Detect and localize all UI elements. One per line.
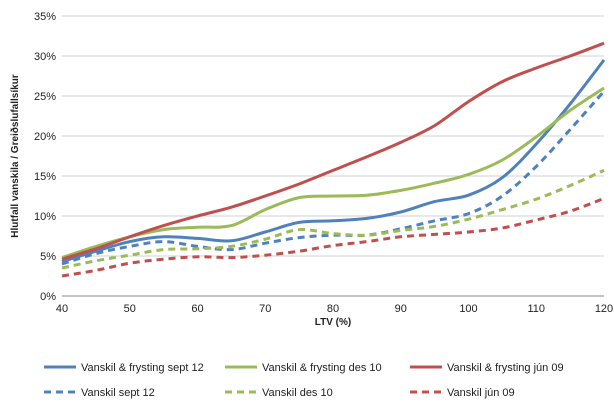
legend-label: Vanskil jún 09 [447,387,515,399]
x-tick-label: 60 [191,303,203,315]
series-line-vanskil-j-n-09 [61,196,605,278]
y-tick-labels: 0% 5% 10% 15% 20% 25% 30% 35% [34,11,56,303]
y-tick-label: 0% [40,291,56,303]
y-tick-label: 10% [34,211,56,223]
x-axis-title: LTV (%) [315,317,351,328]
series-line-vanskil-frysting-sept-12 [61,59,606,264]
x-tick-label: 50 [124,303,136,315]
y-axis-title: Hlutfall vanskila / Greiðslufallsíkur [9,74,21,237]
x-tick-label: 40 [56,303,68,315]
series-line-vanskil-des-10 [61,169,605,270]
x-tick-labels: 40 50 60 70 80 90 100 110 120 [56,303,613,315]
y-tick-label: 25% [34,91,56,103]
legend-label: Vanskil & frysting jún 09 [447,362,564,374]
x-tick-label: 100 [459,303,477,315]
x-tick-label: 70 [259,303,271,315]
legend-label: Vanskil sept 12 [81,387,155,399]
series-line-vanskil-frysting-j-n-09 [61,41,605,261]
y-tick-label: 5% [40,251,56,263]
legend: Vanskil & frysting sept 12 Vanskil & frys… [44,362,564,399]
legend-label: Vanskil des 10 [262,387,333,399]
y-tick-label: 15% [34,171,56,183]
x-tick-label: 90 [395,303,407,315]
y-tick-label: 35% [34,11,56,23]
legend-label: Vanskil & frysting des 10 [262,362,382,374]
series-layer [61,41,606,278]
y-tick-label: 20% [34,131,56,143]
x-tick-label: 120 [595,303,613,315]
legend-label: Vanskil & frysting sept 12 [81,362,204,374]
grid-layer [62,15,604,257]
y-tick-label: 30% [34,51,56,63]
x-tick-label: 110 [527,303,545,315]
x-tick-label: 80 [327,303,339,315]
series-line-vanskil-frysting-des-10 [61,86,605,260]
